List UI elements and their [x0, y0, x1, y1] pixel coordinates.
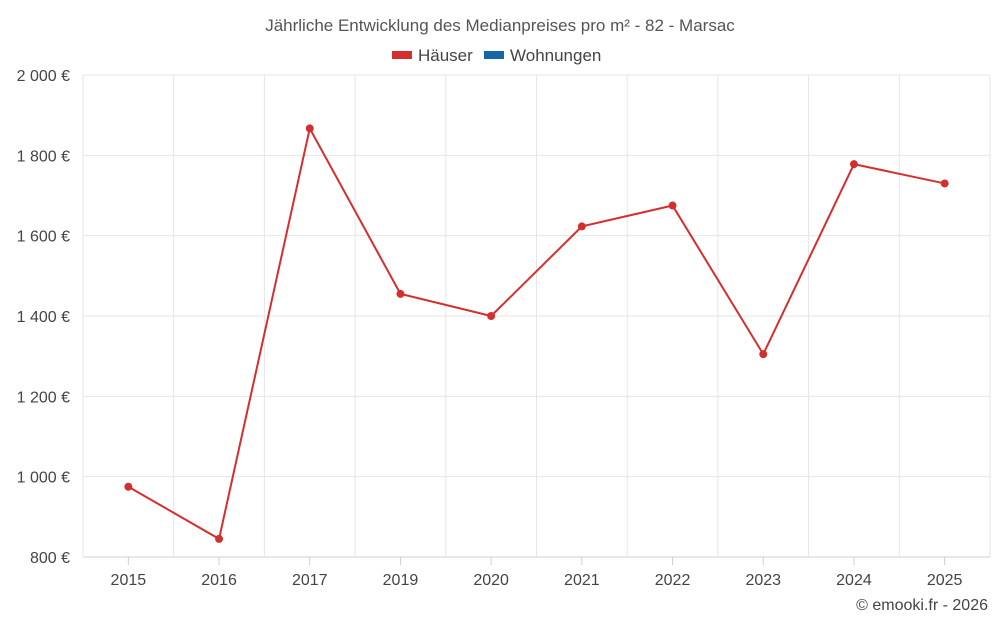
data-point[interactable]: [215, 534, 224, 543]
y-tick-label: 1 200 €: [17, 389, 70, 406]
x-tick-label: 2019: [383, 572, 419, 589]
legend-swatch-haeuser: [392, 51, 412, 59]
y-axis-labels: 800 € 1 000 € 1 200 € 1 400 € 1 600 € 1 800 €…: [17, 68, 70, 567]
series-points: [124, 124, 949, 543]
y-tick-label: 1 400 €: [17, 309, 70, 326]
data-point[interactable]: [396, 289, 405, 298]
legend-swatch-wohnungen: [484, 51, 504, 59]
data-point[interactable]: [849, 160, 858, 169]
legend: Häuser Wohnungen: [392, 46, 601, 65]
chart-title: Jährliche Entwicklung des Medianpreises …: [265, 16, 735, 35]
series-line: [127, 125, 945, 541]
data-point[interactable]: [577, 222, 586, 231]
data-point[interactable]: [487, 312, 496, 320]
y-tick-label: 800 €: [30, 550, 70, 567]
x-tick-label: 2025: [927, 572, 963, 589]
y-tick-label: 1 600 €: [17, 229, 70, 246]
data-point[interactable]: [759, 350, 768, 359]
legend-label-wohnungen: Wohnungen: [510, 46, 601, 65]
x-tick-label: 2015: [111, 572, 147, 589]
data-point[interactable]: [124, 482, 133, 491]
legend-label-haeuser: Häuser: [418, 46, 473, 65]
legend-item-haeuser[interactable]: Häuser: [392, 46, 473, 65]
y-tick-label: 1 000 €: [17, 470, 70, 487]
data-point[interactable]: [305, 124, 314, 133]
x-tick-label: 2020: [473, 572, 509, 589]
x-tick-label: 2021: [564, 572, 600, 589]
data-point[interactable]: [668, 201, 677, 210]
legend-item-wohnungen[interactable]: Wohnungen: [484, 46, 601, 65]
credit-text: © emooki.fr - 2026: [856, 597, 988, 614]
x-tick-label: 2022: [655, 572, 691, 589]
series-lines: [127, 125, 945, 541]
x-tick-label: 2024: [836, 572, 872, 589]
x-axis-labels: 2015 2016 2017 2019 2020 2021 2022 2023 2024 2025: [111, 557, 963, 589]
y-tick-label: 2 000 €: [17, 68, 70, 85]
x-tick-label: 2017: [292, 572, 328, 589]
x-tick-label: 2023: [745, 572, 781, 589]
x-tick-label: 2016: [201, 572, 237, 589]
x-gridlines: [82, 75, 991, 557]
data-point[interactable]: [940, 179, 949, 188]
y-tick-label: 1 800 €: [17, 148, 70, 165]
